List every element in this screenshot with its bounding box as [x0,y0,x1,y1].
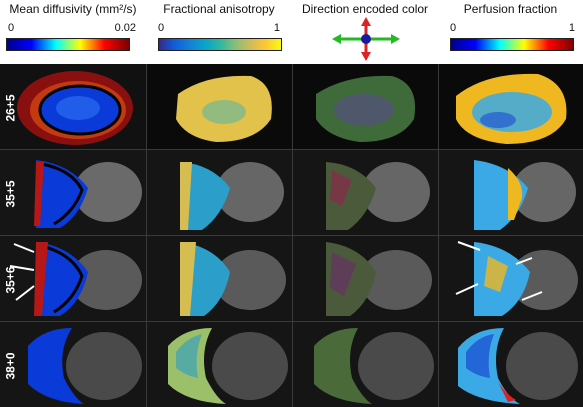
row-label-26-5: 26+5 [4,94,18,122]
header-mean-diffusivity: Mean diffusivity (mm²/s) 0 0.02 [0,0,146,64]
tile-fa-row3 [146,236,292,321]
tile-dec-row1 [292,64,438,149]
divider [0,235,583,236]
tile-pf-row2 [438,150,583,235]
header-direction-encoded-color: Direction encoded color [292,0,438,64]
header-perfusion-fraction: Perfusion fraction 0 1 [438,0,583,64]
divider [0,149,583,150]
tile-pf-row1 [438,64,583,149]
tile-fa-row1 [146,64,292,149]
tile-md-row1 [0,64,146,149]
tile-dec-row2 [292,150,438,235]
colorbar-max-label: 0.02 [114,22,136,34]
tile-pf-row4 [438,322,583,407]
colorbar-min-label: 0 [8,22,15,34]
colorbar-max-label: 1 [568,22,575,34]
tile-dec-row4 [292,322,438,407]
column-title-direction-encoded-color: Direction encoded color [301,2,429,16]
tile-md-row2 [0,150,146,235]
row-label-35-6: 35+6 [4,266,18,294]
tile-md-row3 [0,236,146,321]
column-title-mean-diffusivity: Mean diffusivity (mm²/s) [9,2,137,16]
header-fractional-anisotropy: Fractional anisotropy 0 1 [146,0,292,64]
divider [0,321,583,322]
colorbar-max-label: 1 [273,22,280,34]
colorbar-fractional-anisotropy [158,38,282,51]
tile-pf-row3 [438,236,583,321]
colorbar-min-label: 0 [158,22,165,34]
colorbar-mean-diffusivity [6,38,130,51]
row-label-35-5: 35+5 [4,180,18,208]
colorbar-perfusion-fraction [450,38,574,51]
direction-legend-icon [332,17,400,61]
tile-fa-row4 [146,322,292,407]
column-title-perfusion-fraction: Perfusion fraction [463,2,558,16]
row-label-38-0: 38+0 [4,352,18,380]
tile-fa-row2 [146,150,292,235]
tile-md-row4 [0,322,146,407]
column-title-fractional-anisotropy: Fractional anisotropy [163,2,275,16]
colorbar-min-label: 0 [450,22,457,34]
tile-dec-row3 [292,236,438,321]
